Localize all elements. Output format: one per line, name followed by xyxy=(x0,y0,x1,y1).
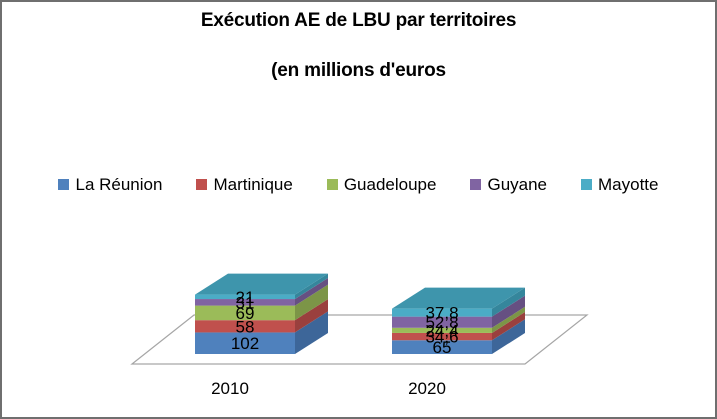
bar-top-face xyxy=(392,287,525,309)
axis-label-2010: 2010 xyxy=(211,379,249,398)
data-label: 65 xyxy=(433,338,452,357)
bar-segment-la-r-union xyxy=(392,340,492,354)
legend-swatch xyxy=(326,179,338,190)
data-label: 34,6 xyxy=(425,328,458,347)
legend: La Réunion Martinique Guadeloupe Guyane Mayo… xyxy=(2,176,715,193)
data-label: 102 xyxy=(231,334,259,353)
legend-item-martinique: Martinique xyxy=(196,175,293,194)
axis-label-2020: 2020 xyxy=(408,379,446,398)
bar-segment-martinique xyxy=(392,332,492,341)
legend-item-la-r-union: La Réunion xyxy=(58,176,162,193)
legend-label: Mayotte xyxy=(598,175,659,194)
bar-segment-martinique xyxy=(195,320,295,333)
data-label: 31 xyxy=(236,293,255,312)
bar-side-segment xyxy=(492,295,525,328)
legend-item-guyane: Guyane xyxy=(470,176,547,193)
data-label: 37,8 xyxy=(425,304,458,323)
bar-side-segment xyxy=(492,319,525,354)
bar-segment-mayotte xyxy=(195,294,295,300)
data-label: 21 xyxy=(236,288,255,307)
bar-segment-guyane xyxy=(195,299,295,306)
data-label: 58 xyxy=(236,317,255,336)
bar-segment-guadeloupe xyxy=(392,327,492,333)
legend-swatch xyxy=(470,179,482,190)
legend-label: La Réunion xyxy=(75,175,163,194)
legend-label: Guadeloupe xyxy=(343,175,437,194)
bar-side-segment xyxy=(492,311,525,341)
bar-top-face xyxy=(195,273,328,295)
chart-title-line1: Exécution AE de LBU par territoires xyxy=(200,10,517,31)
bar-side-segment xyxy=(295,284,328,321)
bar-side-segment xyxy=(295,299,328,333)
legend-swatch xyxy=(581,179,593,190)
bar-segment-guadeloupe xyxy=(195,305,295,321)
legend-swatch xyxy=(196,179,208,190)
bar-segment-la-r-union xyxy=(195,332,295,354)
legend-swatch xyxy=(58,179,70,190)
legend-item-mayotte: Mayotte xyxy=(581,175,659,194)
bar-side-segment xyxy=(295,278,328,306)
data-label: 24,4 xyxy=(425,321,458,340)
chart-title-line2: (en millions d'euros xyxy=(271,60,446,81)
bar-segment-mayotte xyxy=(392,308,492,317)
legend-label: Martinique xyxy=(213,175,293,194)
data-label: 69 xyxy=(236,304,255,323)
bar-segment-guyane xyxy=(392,316,492,328)
bar-side-segment xyxy=(492,306,525,333)
legend-item-guadeloupe: Guadeloupe xyxy=(326,175,437,194)
floor-plane xyxy=(130,314,589,365)
bar-side-segment xyxy=(295,311,328,354)
data-label: 52,8 xyxy=(425,313,458,332)
legend-label: Guyane xyxy=(487,175,548,194)
bar-side-segment xyxy=(492,287,525,317)
bar-side-segment xyxy=(295,273,328,300)
